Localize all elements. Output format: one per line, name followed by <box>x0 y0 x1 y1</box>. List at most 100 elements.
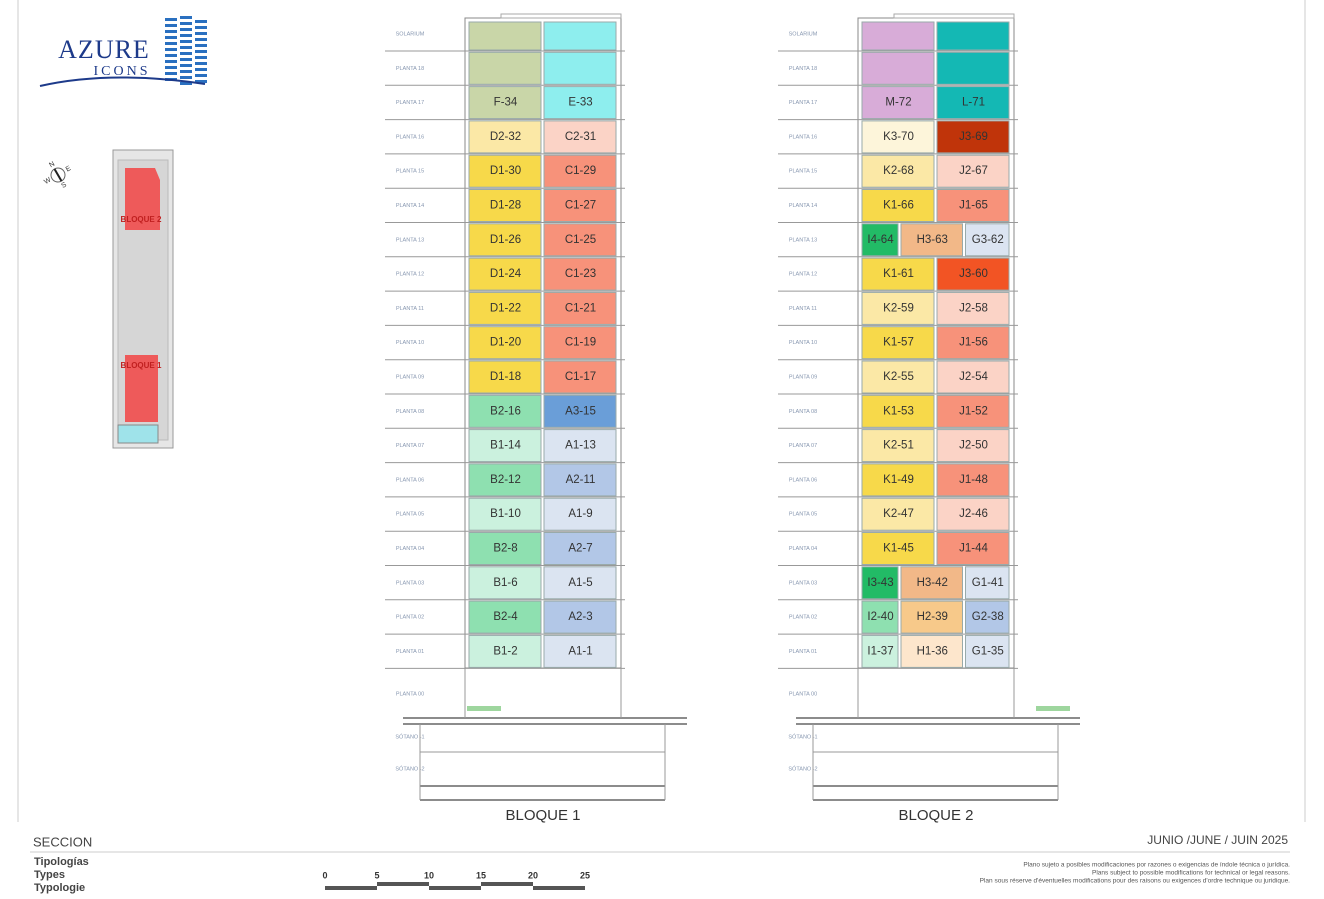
floor-label: PLANTA 10 <box>789 340 817 346</box>
scale-label: 15 <box>476 870 486 880</box>
unit <box>543 360 617 394</box>
unit-label: K3-70 <box>883 131 914 143</box>
floor-label: PLANTA 06 <box>789 477 817 483</box>
unit-label: J2-50 <box>959 440 988 452</box>
unit-label: H2-39 <box>917 611 948 623</box>
unit-label: F-34 <box>494 97 518 109</box>
unit-label: D1-18 <box>490 371 521 383</box>
floor-label: PLANTA 14 <box>789 203 817 209</box>
unit <box>861 291 935 325</box>
floor-label: PLANTA 09 <box>396 374 424 380</box>
unit <box>468 120 542 154</box>
unit <box>861 21 935 51</box>
unit-label: M-72 <box>885 97 911 109</box>
compass-label: E <box>65 165 73 174</box>
unit-label: A1-13 <box>565 440 596 452</box>
unit <box>936 291 1010 325</box>
floor-label: PLANTA 18 <box>396 66 424 72</box>
unit-label: B2-12 <box>490 474 521 486</box>
unit <box>936 532 1010 565</box>
unit <box>861 223 899 257</box>
unit-label: D1-20 <box>490 337 521 349</box>
unit <box>936 463 1010 497</box>
unit <box>543 257 617 291</box>
unit-label: K2-55 <box>883 371 914 383</box>
typology-label: Typologie <box>34 882 85 894</box>
floor-label: PLANTA 12 <box>396 272 424 278</box>
unit <box>936 154 1010 188</box>
unit <box>861 497 935 531</box>
unit <box>543 497 617 531</box>
unit <box>468 600 542 634</box>
unit-label: E-33 <box>568 97 592 109</box>
unit <box>861 51 935 85</box>
compass-label: N <box>48 161 56 170</box>
floor-label: PLANTA 10 <box>396 340 424 346</box>
date: JUNIO /JUNE / JUIN 2025 <box>1147 833 1288 847</box>
floor-label: PLANTA 06 <box>396 477 424 483</box>
unit-label: L-71 <box>962 97 985 109</box>
unit-label: I1-37 <box>867 645 893 657</box>
unit <box>861 600 899 634</box>
logo-sub: ICONS <box>93 64 150 79</box>
unit-label: B1-14 <box>490 440 521 452</box>
unit-label: G2-38 <box>972 611 1004 623</box>
unit-label: A3-15 <box>565 405 596 417</box>
floor-label: PLANTA 16 <box>789 134 817 140</box>
unit <box>861 463 935 497</box>
unit <box>543 120 617 154</box>
unit-label: D1-30 <box>490 165 521 177</box>
unit-label: C1-25 <box>565 234 596 246</box>
unit <box>543 463 617 497</box>
site-label: BLOQUE 2 <box>121 215 162 224</box>
unit-label: C1-17 <box>565 371 596 383</box>
unit-label: D1-28 <box>490 200 521 212</box>
unit-label: G3-62 <box>972 234 1004 246</box>
unit <box>468 21 542 51</box>
floor-label: PLANTA 03 <box>789 580 817 586</box>
sections: SOLARIUM PLANTA 18 PLANTA 17 F-34 E-33 PLANTA… <box>385 13 1080 824</box>
logo: AZURE ICONS <box>39 16 207 87</box>
floor-label: PLANTA 01 <box>396 649 424 655</box>
floor-label: PLANTA 02 <box>789 615 817 621</box>
unit-label: C1-23 <box>565 268 596 280</box>
unit <box>543 634 617 668</box>
scale-segment <box>429 886 481 890</box>
unit-label: A2-3 <box>568 611 592 623</box>
floor-label: SOLARIUM <box>396 31 425 37</box>
floor-label: PLANTA 05 <box>396 512 424 518</box>
scale-segment <box>377 882 429 886</box>
unit <box>861 634 899 668</box>
unit-label: J1-65 <box>959 200 988 212</box>
floor-label: PLANTA 09 <box>789 374 817 380</box>
unit-label: K1-49 <box>883 474 914 486</box>
floor-label: PLANTA 14 <box>396 203 424 209</box>
unit-label: K2-47 <box>883 508 914 520</box>
scale-segment <box>325 886 377 890</box>
unit <box>900 600 963 634</box>
unit-label: D1-26 <box>490 234 521 246</box>
site-plan: BLOQUE 2 BLOQUE 1 <box>112 149 174 449</box>
logo-name: AZURE <box>58 35 150 64</box>
compass: N E S W <box>43 161 73 190</box>
unit <box>543 189 617 222</box>
unit-label: I4-64 <box>867 234 894 246</box>
unit <box>543 291 617 325</box>
unit <box>861 566 899 600</box>
floor-label: PLANTA 11 <box>396 306 424 312</box>
floor-label: PLANTA 18 <box>789 66 817 72</box>
unit <box>861 326 935 360</box>
floor-label: PLANTA 07 <box>789 443 817 449</box>
unit <box>936 120 1010 154</box>
disclaimer: Plan sous réserve d'éventuelles modifica… <box>980 878 1291 885</box>
unit-label: B2-4 <box>493 611 518 623</box>
unit-label: B1-6 <box>493 577 517 589</box>
unit-label: D2-32 <box>490 131 521 143</box>
unit <box>900 634 963 668</box>
unit <box>543 154 617 188</box>
unit <box>543 86 617 120</box>
unit-label: A1-9 <box>568 508 592 520</box>
unit <box>861 429 935 463</box>
floor-label: PLANTA 00 <box>396 691 424 697</box>
